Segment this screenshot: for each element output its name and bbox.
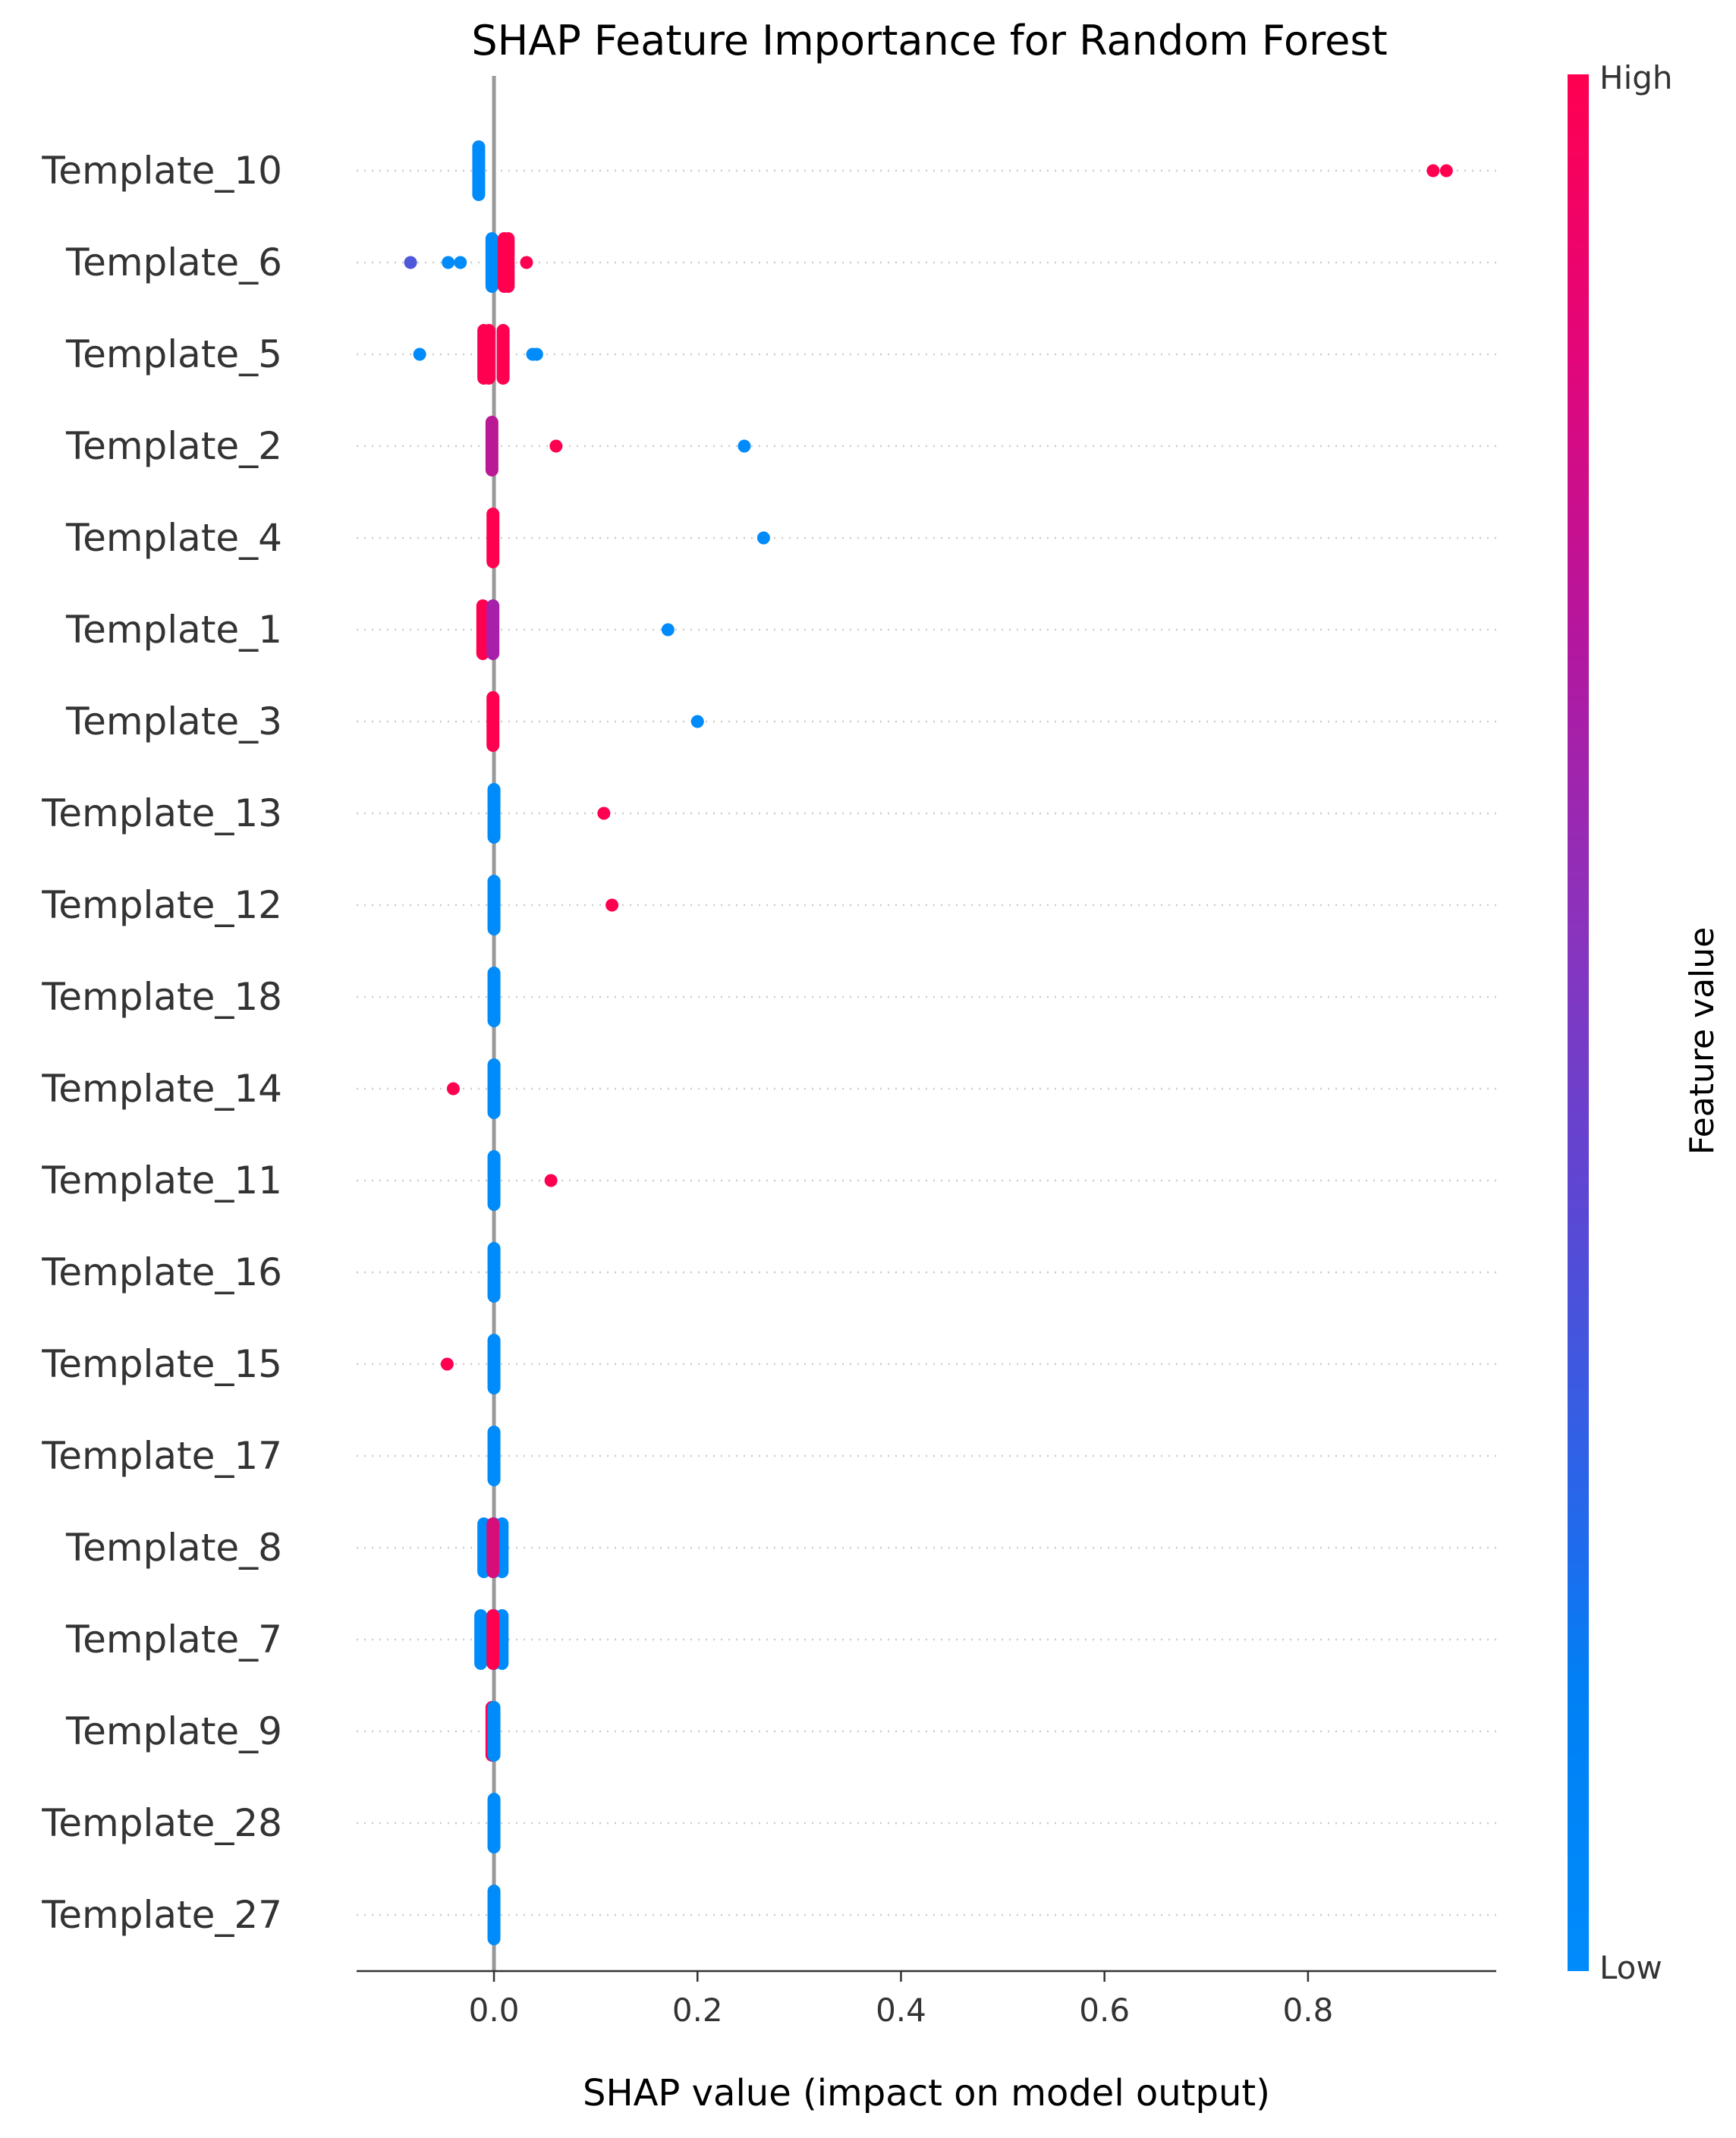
- feature-label: Template_27: [41, 1893, 282, 1937]
- feature-label: Template_16: [41, 1250, 282, 1294]
- x-tick-label: 0.4: [876, 1992, 926, 2029]
- chart-title: SHAP Feature Importance for Random Fores…: [471, 17, 1387, 64]
- feature-labels: Template_10 Template_6 Template_5 Template_…: [41, 149, 282, 1937]
- feature-label: Template_8: [65, 1526, 282, 1570]
- shap-point: [404, 256, 417, 269]
- shap-point-cluster: [487, 1885, 501, 1945]
- shap-point: [520, 256, 533, 269]
- shap-point-cluster: [487, 1793, 501, 1853]
- feature-label: Template_13: [41, 791, 282, 835]
- shap-point: [690, 715, 704, 728]
- shap-point-cluster: [485, 232, 498, 293]
- colorbar: [1568, 74, 1589, 1971]
- shap-point-cluster: [502, 232, 515, 293]
- shap-point: [1426, 164, 1440, 178]
- feature-label: Template_15: [41, 1342, 282, 1386]
- shap-point: [549, 439, 563, 453]
- shap-point: [454, 256, 467, 269]
- shap-point: [605, 898, 619, 912]
- shap-point-cluster: [486, 1517, 500, 1578]
- shap-point-cluster: [487, 1426, 501, 1486]
- shap-point: [530, 347, 543, 361]
- shap-point-cluster: [487, 1334, 501, 1394]
- shap-point: [544, 1174, 558, 1187]
- shap-point: [1439, 164, 1453, 178]
- feature-label: Template_3: [65, 700, 282, 744]
- feature-label: Template_7: [65, 1618, 282, 1662]
- x-tick-label: 0.0: [469, 1992, 520, 2029]
- shap-point: [442, 256, 455, 269]
- shap-point-cluster: [486, 508, 500, 568]
- feature-label: Template_14: [41, 1067, 282, 1111]
- feature-label: Template_10: [41, 149, 282, 193]
- feature-label: Template_9: [65, 1709, 282, 1753]
- shap-point: [756, 531, 770, 545]
- x-axis-label: SHAP value (impact on model output): [583, 2072, 1270, 2114]
- colorbar-title: Feature value: [1683, 927, 1722, 1155]
- feature-label: Template_2: [65, 424, 282, 468]
- shap-point-cluster: [486, 691, 500, 752]
- shap-point-cluster: [486, 599, 500, 660]
- shap-point-cluster: [485, 416, 498, 476]
- shap-point-cluster: [487, 783, 501, 844]
- feature-label: Template_18: [41, 975, 282, 1019]
- shap-point-cluster: [487, 967, 501, 1027]
- feature-label: Template_28: [41, 1801, 282, 1845]
- shap-point: [413, 347, 426, 361]
- shap-point-cluster: [482, 324, 495, 385]
- x-tick-label: 0.2: [672, 1992, 723, 2029]
- colorbar-low-label: Low: [1599, 1949, 1662, 1986]
- shap-point: [661, 623, 675, 637]
- feature-label: Template_6: [65, 241, 282, 285]
- shap-point: [737, 439, 751, 453]
- feature-label: Template_12: [41, 883, 282, 927]
- shap-point: [597, 806, 611, 820]
- colorbar-high-label: High: [1599, 59, 1673, 96]
- shap-points: [404, 140, 1453, 1945]
- feature-label: Template_17: [41, 1434, 282, 1478]
- shap-point-cluster: [487, 1150, 501, 1211]
- shap-point-cluster: [476, 599, 489, 660]
- feature-label: Template_11: [41, 1159, 282, 1203]
- shap-point-cluster: [487, 1058, 501, 1119]
- shap-point: [440, 1357, 454, 1371]
- x-axis-ticks: 0.0 0.2 0.4 0.6 0.8: [469, 1971, 1334, 2029]
- shap-point-cluster: [474, 1609, 488, 1670]
- shap-point-cluster: [486, 1609, 500, 1670]
- feature-label: Template_5: [65, 332, 282, 376]
- feature-row-guides: [357, 169, 1496, 1916]
- feature-label: Template_4: [65, 516, 282, 560]
- feature-label: Template_1: [65, 608, 282, 652]
- shap-point-cluster: [472, 140, 486, 201]
- shap-point-cluster: [487, 1242, 501, 1303]
- shap-point: [446, 1082, 460, 1096]
- shap-point-cluster: [487, 875, 501, 935]
- x-tick-label: 0.6: [1079, 1992, 1130, 2029]
- shap-point-cluster: [496, 324, 510, 385]
- x-tick-label: 0.8: [1283, 1992, 1334, 2029]
- shap-point-cluster: [487, 1701, 501, 1762]
